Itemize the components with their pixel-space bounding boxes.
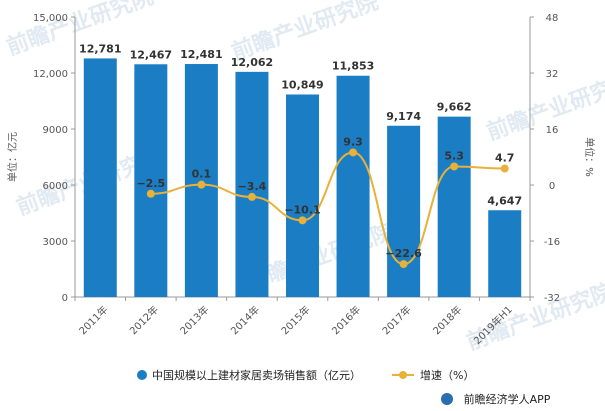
y-right-tick-label: -16 (544, 237, 560, 248)
legend-line-label: 增速（%） (420, 368, 474, 382)
x-tick-label: 2016年 (329, 303, 363, 337)
bar (437, 116, 471, 297)
growth-rate-point (450, 162, 459, 171)
x-tick-label: 2017年 (379, 303, 413, 337)
bar (488, 210, 522, 297)
growth-rate-label: −2.5 (136, 177, 165, 190)
bar-value-label: 9,662 (437, 101, 472, 114)
y-left-axis-title: 单位：亿元 (6, 132, 19, 182)
x-tick-label: 2012年 (127, 303, 161, 337)
y-left-tick-label: 15,000 (33, 13, 68, 24)
growth-rate-point (247, 192, 256, 201)
source-logo-icon (441, 393, 453, 405)
x-tick-label: 2011年 (76, 303, 110, 337)
growth-rate-point (197, 180, 206, 189)
x-tick-label: 2015年 (278, 303, 312, 337)
source-credit: 前瞻经济学人APP (464, 392, 551, 406)
bar-value-labels: 12,781 12,467 12,481 12,062 10,849 11,853 9,17… (79, 42, 522, 207)
bar-value-label: 9,174 (386, 110, 421, 123)
y-right-tick-label: -32 (544, 293, 560, 304)
bar (83, 58, 117, 298)
bar-value-label: 12,781 (79, 42, 121, 55)
x-tick-label: 2014年 (228, 303, 262, 337)
growth-rate-label: 9.3 (343, 135, 363, 148)
watermark: 前瞻产业研究院 (483, 69, 605, 146)
bar-value-label: 12,467 (130, 48, 172, 61)
growth-rate-label: −22.6 (385, 247, 422, 260)
legend-line-marker (399, 371, 407, 379)
bar (184, 64, 218, 297)
y-right-tick-label: 0 (549, 181, 555, 192)
growth-rate-point (146, 189, 155, 198)
growth-rate-label: 5.3 (444, 149, 464, 162)
watermark: 前瞻产业研究院 (463, 279, 605, 356)
bar-value-label: 11,853 (332, 60, 374, 73)
growth-rate-point (298, 216, 307, 225)
bar (286, 94, 319, 297)
growth-rate-point (500, 164, 509, 173)
legend-bar-swatch (137, 370, 147, 380)
bar-value-label: 12,481 (180, 48, 222, 61)
line-series: −2.5 0.1 −3.4 −10.1 9.3 −22.6 5.3 4.7 (136, 135, 515, 269)
legend: 中国规模以上建材家居卖场销售额（亿元） 增速（%） (137, 368, 474, 405)
y-left-tick-label: 12,000 (33, 69, 68, 80)
growth-rate-label: −3.4 (238, 180, 267, 193)
x-tick-label: 2018年 (430, 303, 464, 337)
x-tick-label: 2013年 (177, 303, 211, 337)
growth-rate-point (349, 148, 358, 157)
bar (336, 75, 370, 297)
y-left-tick-label: 3000 (43, 237, 68, 248)
legend-bar-label: 中国规模以上建材家居卖场销售额（亿元） (152, 368, 361, 382)
bar-value-label: 10,849 (281, 78, 323, 91)
growth-rate-label: 0.1 (192, 168, 212, 181)
y-left-tick-label: 9000 (43, 125, 68, 136)
growth-rate-line (150, 151, 505, 266)
y-right-tick-label: 16 (546, 125, 559, 136)
bar-series (83, 58, 522, 298)
y-left-tick-label: 6000 (43, 181, 68, 192)
y-right-tick-label: 48 (546, 13, 559, 24)
bar (134, 64, 168, 297)
y-left-tick-label: 0 (62, 293, 68, 304)
bar (235, 71, 269, 297)
bar-value-label: 4,647 (487, 194, 522, 207)
growth-rate-point (399, 260, 408, 269)
growth-rate-label: 4.7 (495, 152, 515, 165)
growth-rate-label: −10.1 (284, 203, 320, 216)
y-right-axis-title: 单位：% (583, 137, 596, 177)
bar (387, 125, 421, 297)
y-right-tick-label: 32 (546, 69, 559, 80)
bar-value-label: 12,062 (231, 56, 273, 69)
